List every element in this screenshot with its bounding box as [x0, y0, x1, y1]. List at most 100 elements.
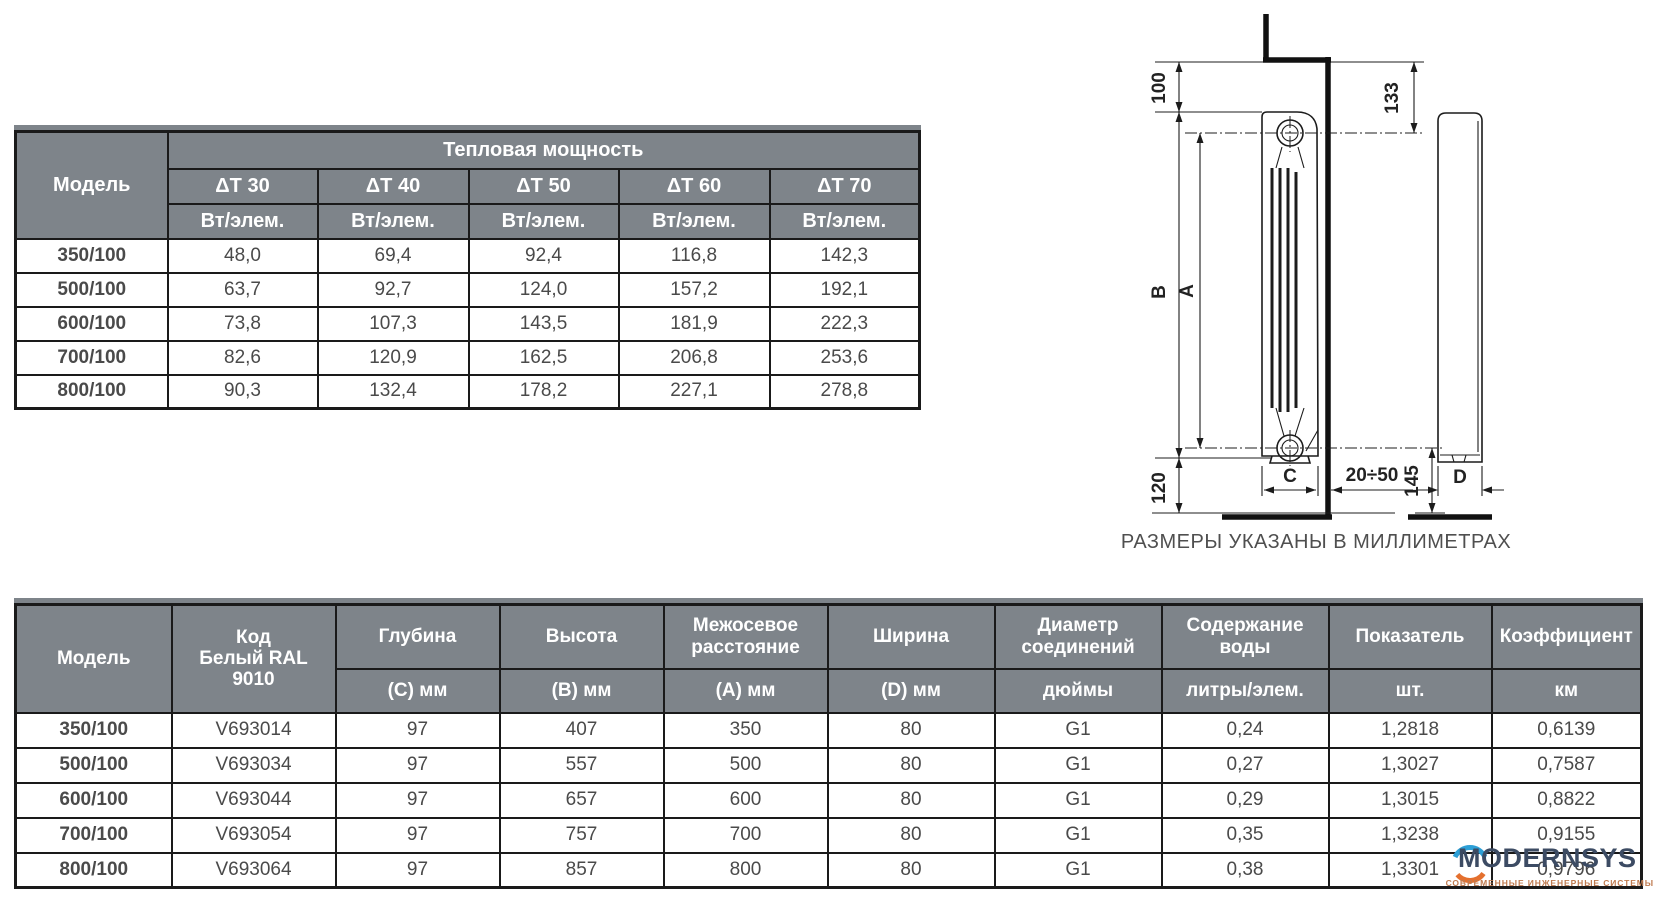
dim-label-A: A [1177, 284, 1198, 298]
cell-value: 73,8 [166, 305, 319, 342]
dimension-drawing: 100 133 B A 120 145 C 20÷50 D РАЗМЕРЫ УК… [1121, 14, 1511, 553]
cell-value: 162,5 [467, 339, 620, 376]
col-header: Коэффициент [1490, 603, 1643, 670]
cell-value: 48,0 [166, 237, 319, 274]
radiator-side-view [1437, 112, 1483, 463]
dim-label-145: 145 [1402, 465, 1423, 497]
cell-value: 407 [498, 711, 665, 749]
cell-value: G1 [993, 746, 1163, 784]
power-table: Модель Тепловая мощность ΔT 30 ΔT 40 ΔT … [14, 130, 922, 410]
cell-value: 181,9 [617, 305, 771, 342]
cell-value: 0,24 [1160, 711, 1330, 749]
col-header: Глубина [334, 603, 501, 670]
table-row: 600/100 73,8 107,3 143,5 181,9 222,3 [14, 305, 921, 342]
cell-value: V693064 [170, 851, 337, 889]
cell-model: 350/100 [14, 711, 173, 749]
cell-value: 278,8 [768, 373, 921, 410]
cell-value: G1 [993, 711, 1163, 749]
dim-label-gap: 20÷50 [1346, 465, 1399, 486]
cell-value: 116,8 [617, 237, 771, 274]
cell-model: 700/100 [14, 339, 169, 376]
cell-value: V693014 [170, 711, 337, 749]
dt-header: ΔT 60 [617, 167, 771, 205]
unit-header: км [1490, 667, 1643, 714]
cell-model: 700/100 [14, 816, 173, 854]
cell-value: 80 [826, 711, 996, 749]
cell-value: 0,9796 [1490, 851, 1643, 889]
dim-label-133: 133 [1382, 82, 1403, 114]
table-row: 700/100 82,6 120,9 162,5 206,8 253,6 [14, 339, 921, 376]
cell-value: 143,5 [467, 305, 620, 342]
table-row: 500/100 V693034 97 557 500 80 G1 0,27 1,… [14, 746, 1643, 784]
table-row: 800/100 V693064 97 857 800 80 G1 0,38 1,… [14, 851, 1643, 889]
radiator-front-view [1261, 111, 1319, 466]
cell-value: G1 [993, 851, 1163, 889]
cell-value: V693034 [170, 746, 337, 784]
table-row: 700/100 V693054 97 757 700 80 G1 0,35 1,… [14, 816, 1643, 854]
spec-code-header: Код Белый RAL 9010 [170, 603, 337, 714]
cell-value: 0,8822 [1490, 781, 1643, 819]
col-header: Показатель [1327, 603, 1493, 670]
cell-value: G1 [993, 781, 1163, 819]
cell-value: 63,7 [166, 271, 319, 308]
cell-value: 97 [334, 711, 501, 749]
cell-value: 0,38 [1160, 851, 1330, 889]
unit-header: (C) мм [334, 667, 501, 714]
cell-value: 80 [826, 816, 996, 854]
cell-value: 124,0 [467, 271, 620, 308]
cell-value: 0,29 [1160, 781, 1330, 819]
dim-label-B: B [1149, 285, 1170, 299]
cell-value: 800 [662, 851, 829, 889]
dim-label-D: D [1453, 467, 1467, 488]
col-header: Содержание воды [1160, 603, 1330, 670]
table-row: 500/100 63,7 92,7 124,0 157,2 192,1 [14, 271, 921, 308]
logo-wordmark: MODERNSYS [1458, 843, 1637, 873]
cell-value: 92,4 [467, 237, 620, 274]
col-header: Межосевое расстояние [662, 603, 829, 670]
cell-value: V693054 [170, 816, 337, 854]
cell-model: 500/100 [14, 271, 169, 308]
drawing-caption: РАЗМЕРЫ УКАЗАНЫ В МИЛЛИМЕТРАХ [1121, 531, 1511, 553]
cell-value: 142,3 [768, 237, 921, 274]
extension-lines [1152, 61, 1483, 514]
cell-value: 80 [826, 851, 996, 889]
cell-value: 178,2 [467, 373, 620, 410]
logo-tagline: СОВРЕМЕННЫЕ ИНЖЕНЕРНЫЕ СИСТЕМЫ [1445, 878, 1654, 888]
cell-value: 97 [334, 851, 501, 889]
cell-value: 700 [662, 816, 829, 854]
cell-value: 857 [498, 851, 665, 889]
cell-value: 0,9155 [1490, 816, 1643, 854]
cell-value: 192,1 [768, 271, 921, 308]
cell-value: 97 [334, 816, 501, 854]
cell-value: 227,1 [617, 373, 771, 410]
cell-value: 80 [826, 781, 996, 819]
cell-model: 600/100 [14, 781, 173, 819]
brand-logo: MODERNSYS СОВРЕМЕННЫЕ ИНЖЕНЕРНЫЕ СИСТЕМЫ [1445, 842, 1654, 900]
cell-value: 500 [662, 746, 829, 784]
cell-value: 97 [334, 746, 501, 784]
unit-header: (A) мм [662, 667, 829, 714]
cell-value: 132,4 [316, 373, 470, 410]
unit-header: Вт/элем. [617, 202, 771, 240]
cell-value: 92,7 [316, 271, 470, 308]
cell-value: 350 [662, 711, 829, 749]
unit-header: (D) мм [826, 667, 996, 714]
cell-value: 657 [498, 781, 665, 819]
cell-value: 1,3015 [1327, 781, 1493, 819]
spec-table: Модель Код Белый RAL 9010 Глубина Высота… [14, 603, 1643, 889]
dt-header: ΔT 70 [768, 167, 921, 205]
cell-model: 500/100 [14, 746, 173, 784]
cell-value: 557 [498, 746, 665, 784]
cell-value: 0,27 [1160, 746, 1330, 784]
unit-header: Вт/элем. [768, 202, 921, 240]
power-group-header: Тепловая мощность [166, 130, 921, 170]
unit-header: дюймы [993, 667, 1163, 714]
cell-value: 206,8 [617, 339, 771, 376]
cell-model: 800/100 [14, 851, 173, 889]
dim-label-C: C [1283, 466, 1297, 487]
dim-label-100: 100 [1149, 72, 1170, 104]
cell-value: 80 [826, 746, 996, 784]
cell-value: 107,3 [316, 305, 470, 342]
table-row: 350/100 48,0 69,4 92,4 116,8 142,3 [14, 237, 921, 274]
